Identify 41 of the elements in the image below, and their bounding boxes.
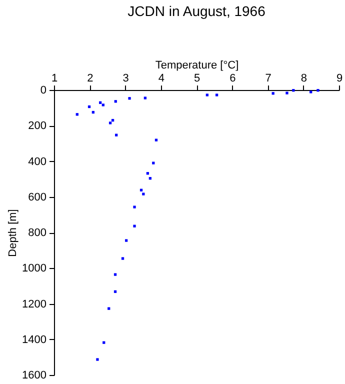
x-axis-title: Temperature [°C] xyxy=(155,60,239,72)
y-axis-title: Depth [m] xyxy=(7,209,20,257)
y-tick-label: 800 xyxy=(28,227,46,239)
chart-title: JCDN in August, 1966 xyxy=(128,3,266,19)
y-tick-label: 200 xyxy=(28,120,46,132)
point xyxy=(154,138,158,142)
point xyxy=(133,224,136,228)
point xyxy=(142,192,145,196)
point xyxy=(152,162,155,164)
point xyxy=(286,92,288,94)
x-tick-label: 9 xyxy=(336,72,343,84)
point xyxy=(102,104,104,106)
point xyxy=(124,239,128,242)
x-tick-label: 8 xyxy=(300,72,307,84)
x-tick-label: 5 xyxy=(194,72,200,84)
y-tick-label: 1000 xyxy=(22,262,46,275)
point xyxy=(206,94,209,96)
point xyxy=(133,206,136,208)
y-tick-label: 1200 xyxy=(22,298,46,310)
point xyxy=(144,96,147,100)
point xyxy=(114,273,117,276)
y-tick-label: 0 xyxy=(40,84,46,96)
point xyxy=(121,257,124,260)
y-tick-label: 600 xyxy=(28,191,46,204)
x-tick-label: 6 xyxy=(230,72,236,84)
x-tick-label: 7 xyxy=(265,72,272,84)
point xyxy=(215,94,218,96)
y-tick-label: 400 xyxy=(28,156,46,168)
point xyxy=(108,307,110,310)
x-tick-label: 4 xyxy=(158,72,164,84)
x-tick-label: 3 xyxy=(122,72,129,84)
point xyxy=(310,90,312,94)
y-tick-label: 1600 xyxy=(22,370,46,382)
point xyxy=(128,97,131,100)
point xyxy=(316,89,320,92)
point xyxy=(108,122,112,124)
y-tick-label: 1400 xyxy=(22,334,46,346)
point xyxy=(115,134,118,136)
x-tick-label: 2 xyxy=(87,72,94,84)
point xyxy=(96,358,99,361)
x-tick-label: 1 xyxy=(51,72,58,84)
